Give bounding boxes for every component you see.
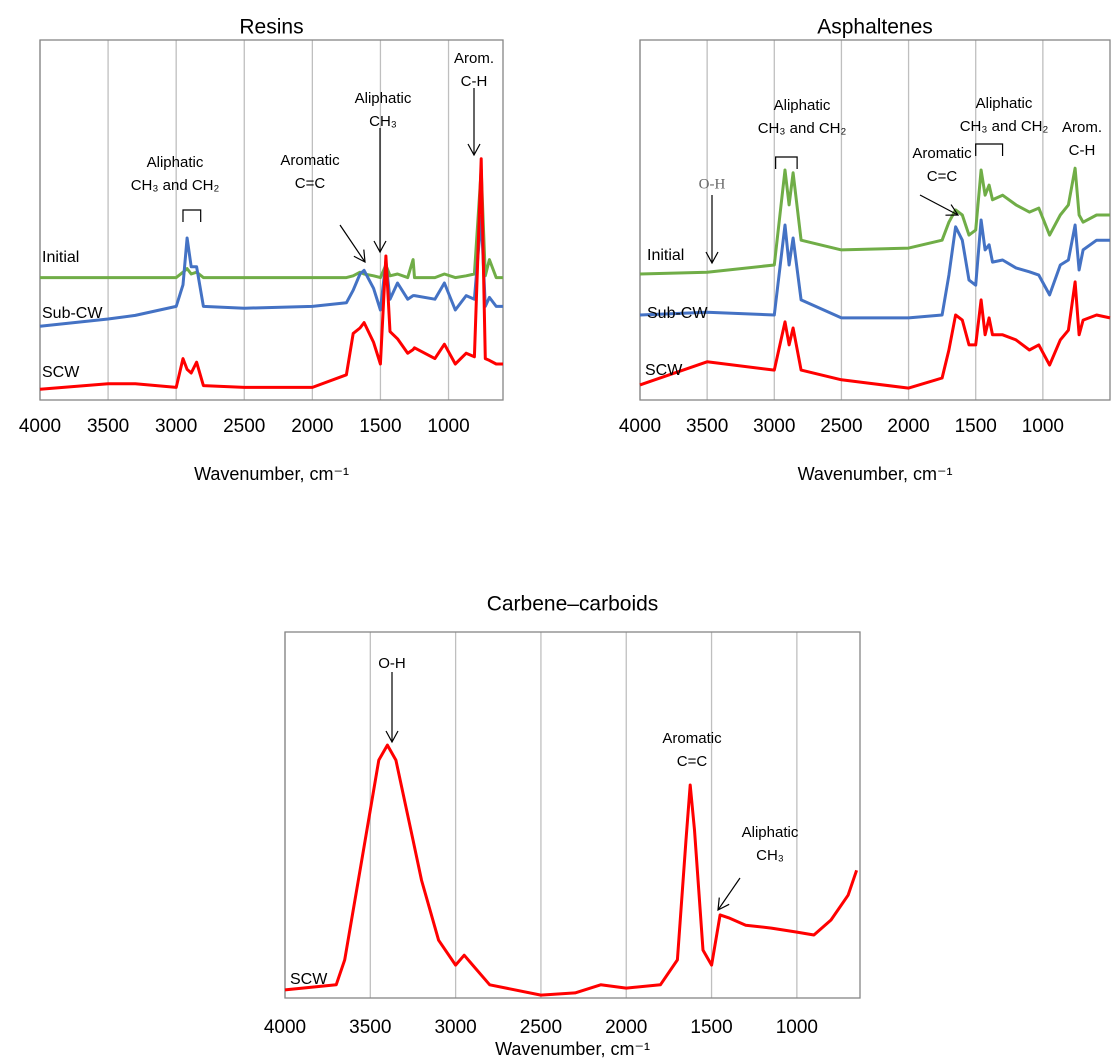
spectrum-line	[39, 214, 503, 328]
x-axis-title: Wavenumber, cm⁻¹	[495, 1039, 650, 1059]
x-tick-label: 3500	[87, 416, 129, 437]
x-tick-label: 3000	[434, 1017, 476, 1038]
x-tick-label: 2000	[887, 416, 929, 437]
x-tick-label: 2000	[605, 1017, 647, 1038]
annotation-text: Aromatic	[912, 145, 972, 162]
annotation-text: Aliphatic	[976, 95, 1033, 112]
annotation-text: C-H	[461, 73, 488, 90]
x-tick-label: 2000	[291, 416, 333, 437]
series-label: SCW	[290, 971, 328, 988]
annotation-text: C-H	[1069, 142, 1096, 159]
x-tick-label: 1500	[690, 1017, 732, 1038]
series-label: Initial	[42, 249, 79, 266]
x-tick-label: 4000	[19, 416, 61, 437]
series-label: SCW	[42, 364, 80, 381]
x-tick-label: 4000	[619, 416, 661, 437]
annotation-text: C=C	[677, 753, 708, 770]
x-axis-title: Wavenumber, cm⁻¹	[798, 464, 953, 484]
chart-title: Asphaltenes	[817, 16, 933, 39]
annotation-text: Arom.	[454, 50, 494, 67]
spectrum-line	[284, 743, 859, 997]
annotation-text: O-H	[378, 655, 406, 672]
annotation-text: Aliphatic	[147, 154, 204, 171]
series-label: Initial	[647, 247, 684, 264]
chart-title: Carbene–carboids	[487, 593, 659, 616]
annotation-arrow	[717, 877, 741, 912]
series-label: SCW	[645, 362, 683, 379]
panel: Asphaltenes 4000 3500 3000 2500 2000 1500 1000 W…	[619, 16, 1111, 484]
annotation-text: CH₃	[756, 847, 784, 864]
annotation-arrow	[919, 194, 960, 216]
spectrum-line	[40, 168, 503, 280]
x-tick-label: 1000	[427, 416, 469, 437]
annotation-text: Aliphatic	[774, 97, 831, 114]
annotation-arrow	[339, 224, 366, 264]
annotation-text: CH₃	[369, 113, 397, 130]
x-tick-label: 2500	[223, 416, 265, 437]
series-label: Sub-CW	[42, 305, 103, 322]
spectrum-line	[639, 218, 1110, 320]
plot-frame	[639, 39, 1111, 401]
annotation-text: Aromatic	[662, 730, 722, 747]
annotation-text: Arom.	[1062, 119, 1102, 136]
x-tick-label: 3500	[349, 1017, 391, 1038]
x-tick-label: 1000	[776, 1017, 818, 1038]
chart-title: Resins	[239, 16, 303, 39]
annotation-bracket	[775, 156, 798, 169]
plot-frame	[284, 631, 861, 999]
annotation-bracket	[182, 209, 202, 222]
annotation-text: Aliphatic	[355, 90, 412, 107]
x-tick-label: 1500	[955, 416, 997, 437]
spectrum-line	[639, 280, 1111, 390]
x-tick-label: 3000	[753, 416, 795, 437]
x-tick-label: 3000	[155, 416, 197, 437]
x-tick-label: 1500	[359, 416, 401, 437]
x-tick-label: 3500	[686, 416, 728, 437]
x-tick-label: 1000	[1022, 416, 1064, 437]
spectrum-line	[639, 166, 1110, 276]
x-tick-label: 2500	[820, 416, 862, 437]
annotation-text: C=C	[927, 168, 958, 185]
annotation-text: Aliphatic	[742, 824, 799, 841]
panel: Resins 4000 3500 3000 2500 2000 1500 1000 Wavenu…	[19, 16, 504, 484]
annotation-text: CH₃ and CH₂	[131, 177, 220, 194]
annotation-text: C=C	[295, 175, 326, 192]
annotation-text: O-H	[699, 176, 726, 192]
series-label: Sub-CW	[647, 305, 708, 322]
x-tick-label: 4000	[264, 1017, 306, 1038]
annotation-text: CH₃ and CH₂	[960, 118, 1049, 135]
annotation-text: Aromatic	[280, 152, 340, 169]
spectrum-line	[39, 157, 503, 391]
x-axis-title: Wavenumber, cm⁻¹	[194, 464, 349, 484]
annotation-text: CH₃ and CH₂	[758, 120, 847, 137]
annotation-bracket	[975, 143, 1004, 156]
panel: Carbene–carboids 4000 3500 3000 2500 2000 1500…	[264, 593, 861, 1059]
x-tick-label: 2500	[520, 1017, 562, 1038]
plot-frame	[39, 39, 504, 401]
